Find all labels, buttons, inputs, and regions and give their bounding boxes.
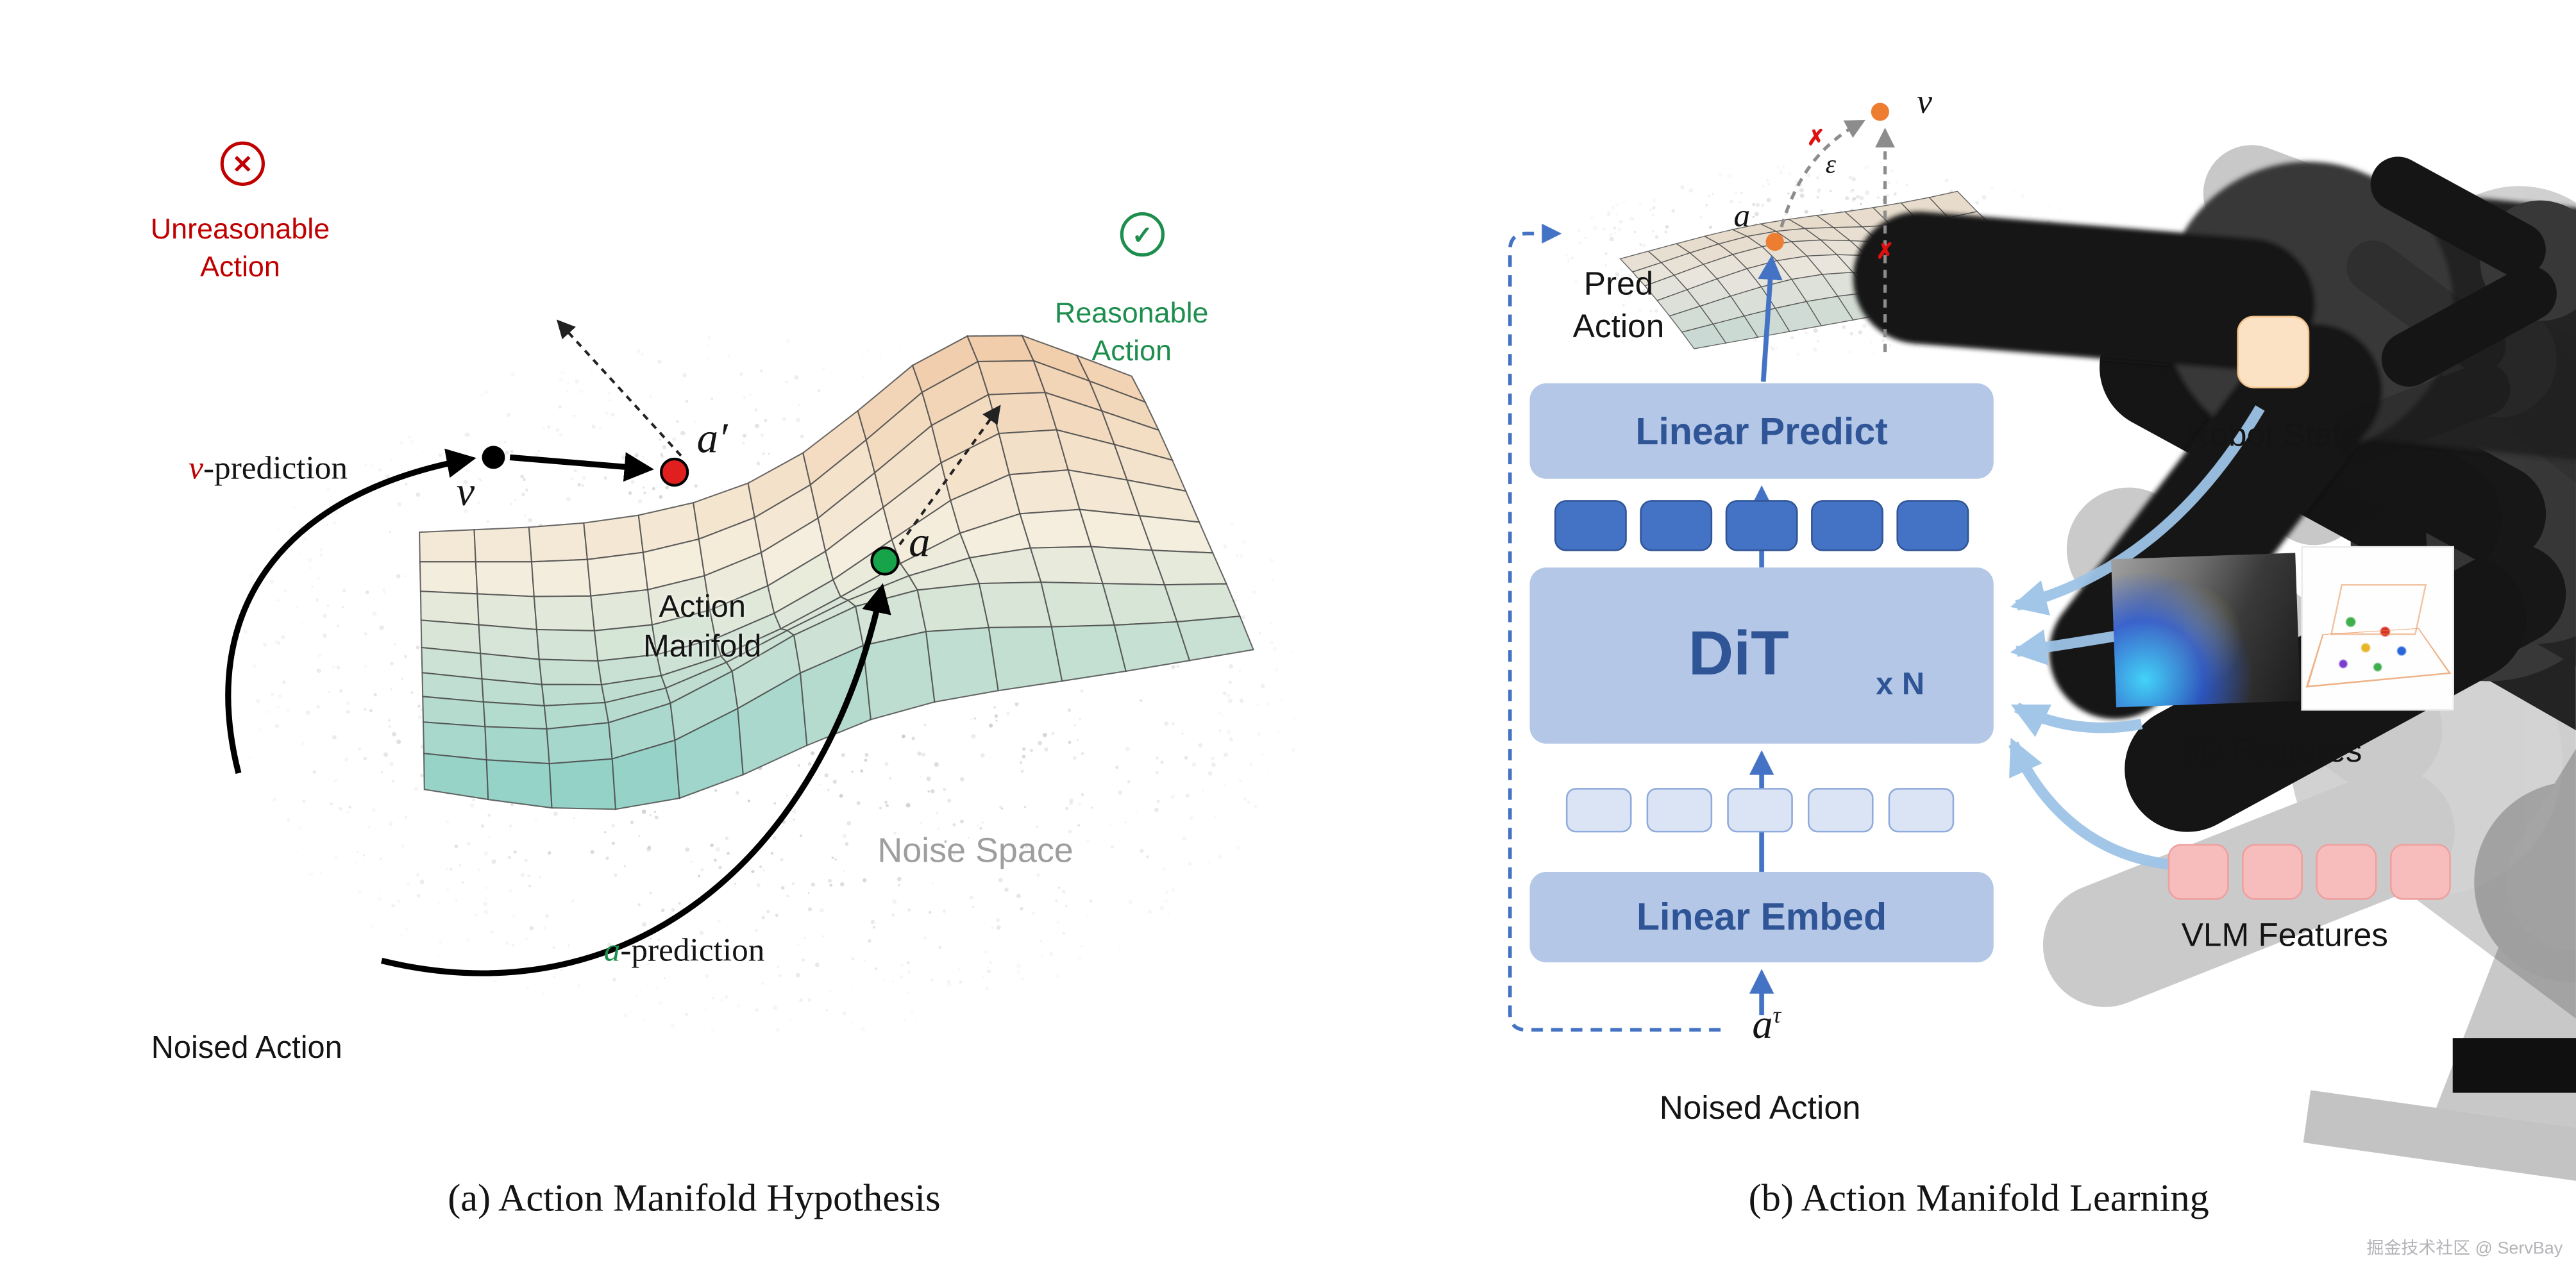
feedback-loop-dashed-arrow [1508, 223, 1721, 1032]
vlm-to-dit-arrow [2008, 737, 2178, 871]
panel-a-arrows [225, 319, 1001, 976]
v-to-aprime-arrow [509, 452, 654, 482]
pointcloud-to-dit-arrow [2010, 702, 2143, 737]
v-target-point [1871, 103, 1889, 121]
a-prime-point [660, 457, 689, 487]
action-manifold-surface [419, 334, 1254, 810]
robot-state-to-dit-arrow [2010, 405, 2265, 616]
predict-to-action-arrow [1758, 255, 1783, 382]
a-to-robot-dashed-arrow [898, 405, 1001, 546]
pred-action-point [1765, 233, 1784, 251]
3d-features-to-dit-arrow [2010, 629, 2123, 665]
a-prediction-arrow [380, 583, 891, 976]
v-point [482, 446, 505, 469]
panel-b-arrows [1508, 119, 2265, 1032]
v-prediction-arrow [225, 448, 476, 774]
epsilon-dashed-arrow [1780, 119, 1865, 228]
a-point [870, 546, 900, 576]
aprime-to-robot-dashed-arrow [556, 319, 682, 457]
